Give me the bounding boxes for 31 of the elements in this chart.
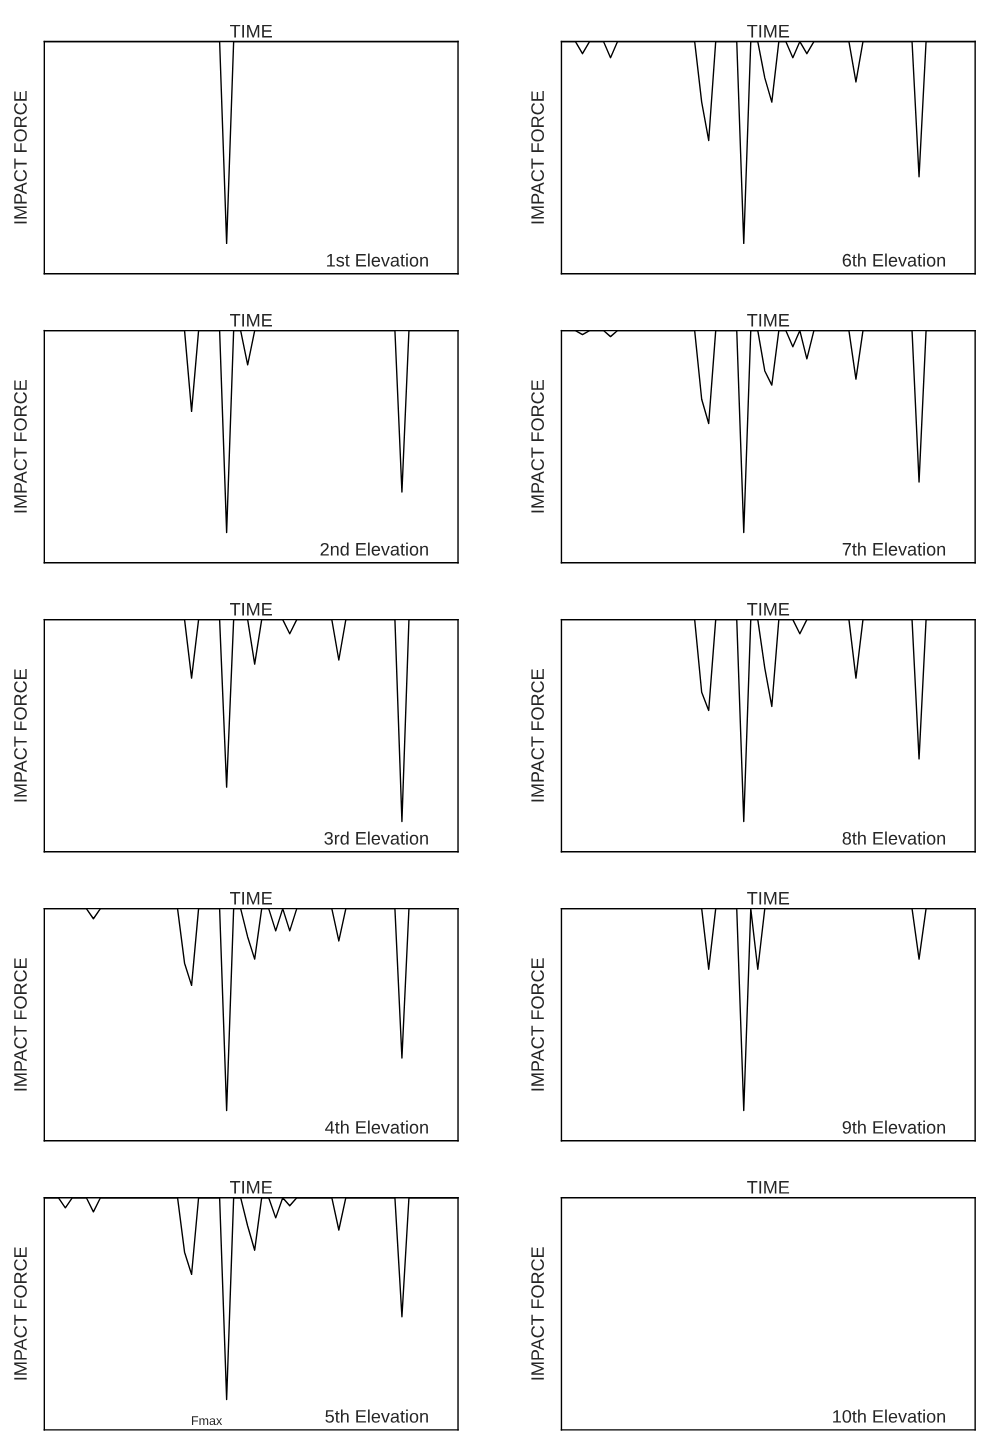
y-axis-title: IMPACT FORCE xyxy=(531,669,544,802)
y-axis-title: IMPACT FORCE xyxy=(14,669,27,802)
text: 1st Elevation xyxy=(327,253,428,267)
y-axis-title: IMPACT FORCE xyxy=(14,91,27,224)
x-axis-title: TIME xyxy=(747,314,790,327)
text: Fmax xyxy=(191,1416,223,1426)
text: 3rd Elevation xyxy=(324,831,428,845)
x-axis-title: TIME xyxy=(230,314,272,327)
y-axis-title: IMPACT FORCE xyxy=(14,1247,27,1380)
x-axis-title: TIME xyxy=(747,603,790,616)
text: IMPACT FORCE xyxy=(531,1247,544,1380)
x-axis-title: TIME xyxy=(747,24,790,38)
text: 6th Elevation xyxy=(842,253,946,267)
text: 7th Elevation xyxy=(842,542,946,556)
y-axis-title: IMPACT FORCE xyxy=(531,91,544,224)
x-axis-title: TIME xyxy=(230,603,272,616)
y-axis-title: IMPACT FORCE xyxy=(14,380,27,513)
text: 2nd Elevation xyxy=(320,542,428,556)
text: TIME xyxy=(747,1181,790,1194)
x-axis-title: TIME xyxy=(747,892,790,905)
x-axis-title: TIME xyxy=(230,1181,272,1194)
y-axis-title: IMPACT FORCE xyxy=(531,380,544,513)
text: 9th Elevation xyxy=(842,1120,946,1134)
text: 5th Elevation xyxy=(325,1409,428,1423)
text: 10th Elevation xyxy=(833,1409,946,1423)
y-axis-title: IMPACT FORCE xyxy=(531,958,544,1091)
text: 8th Elevation xyxy=(842,831,946,845)
y-axis-title: IMPACT FORCE xyxy=(14,958,27,1091)
text: 4th Elevation xyxy=(325,1120,428,1134)
x-axis-title: TIME xyxy=(230,892,272,905)
x-axis-title: TIME xyxy=(230,24,272,38)
